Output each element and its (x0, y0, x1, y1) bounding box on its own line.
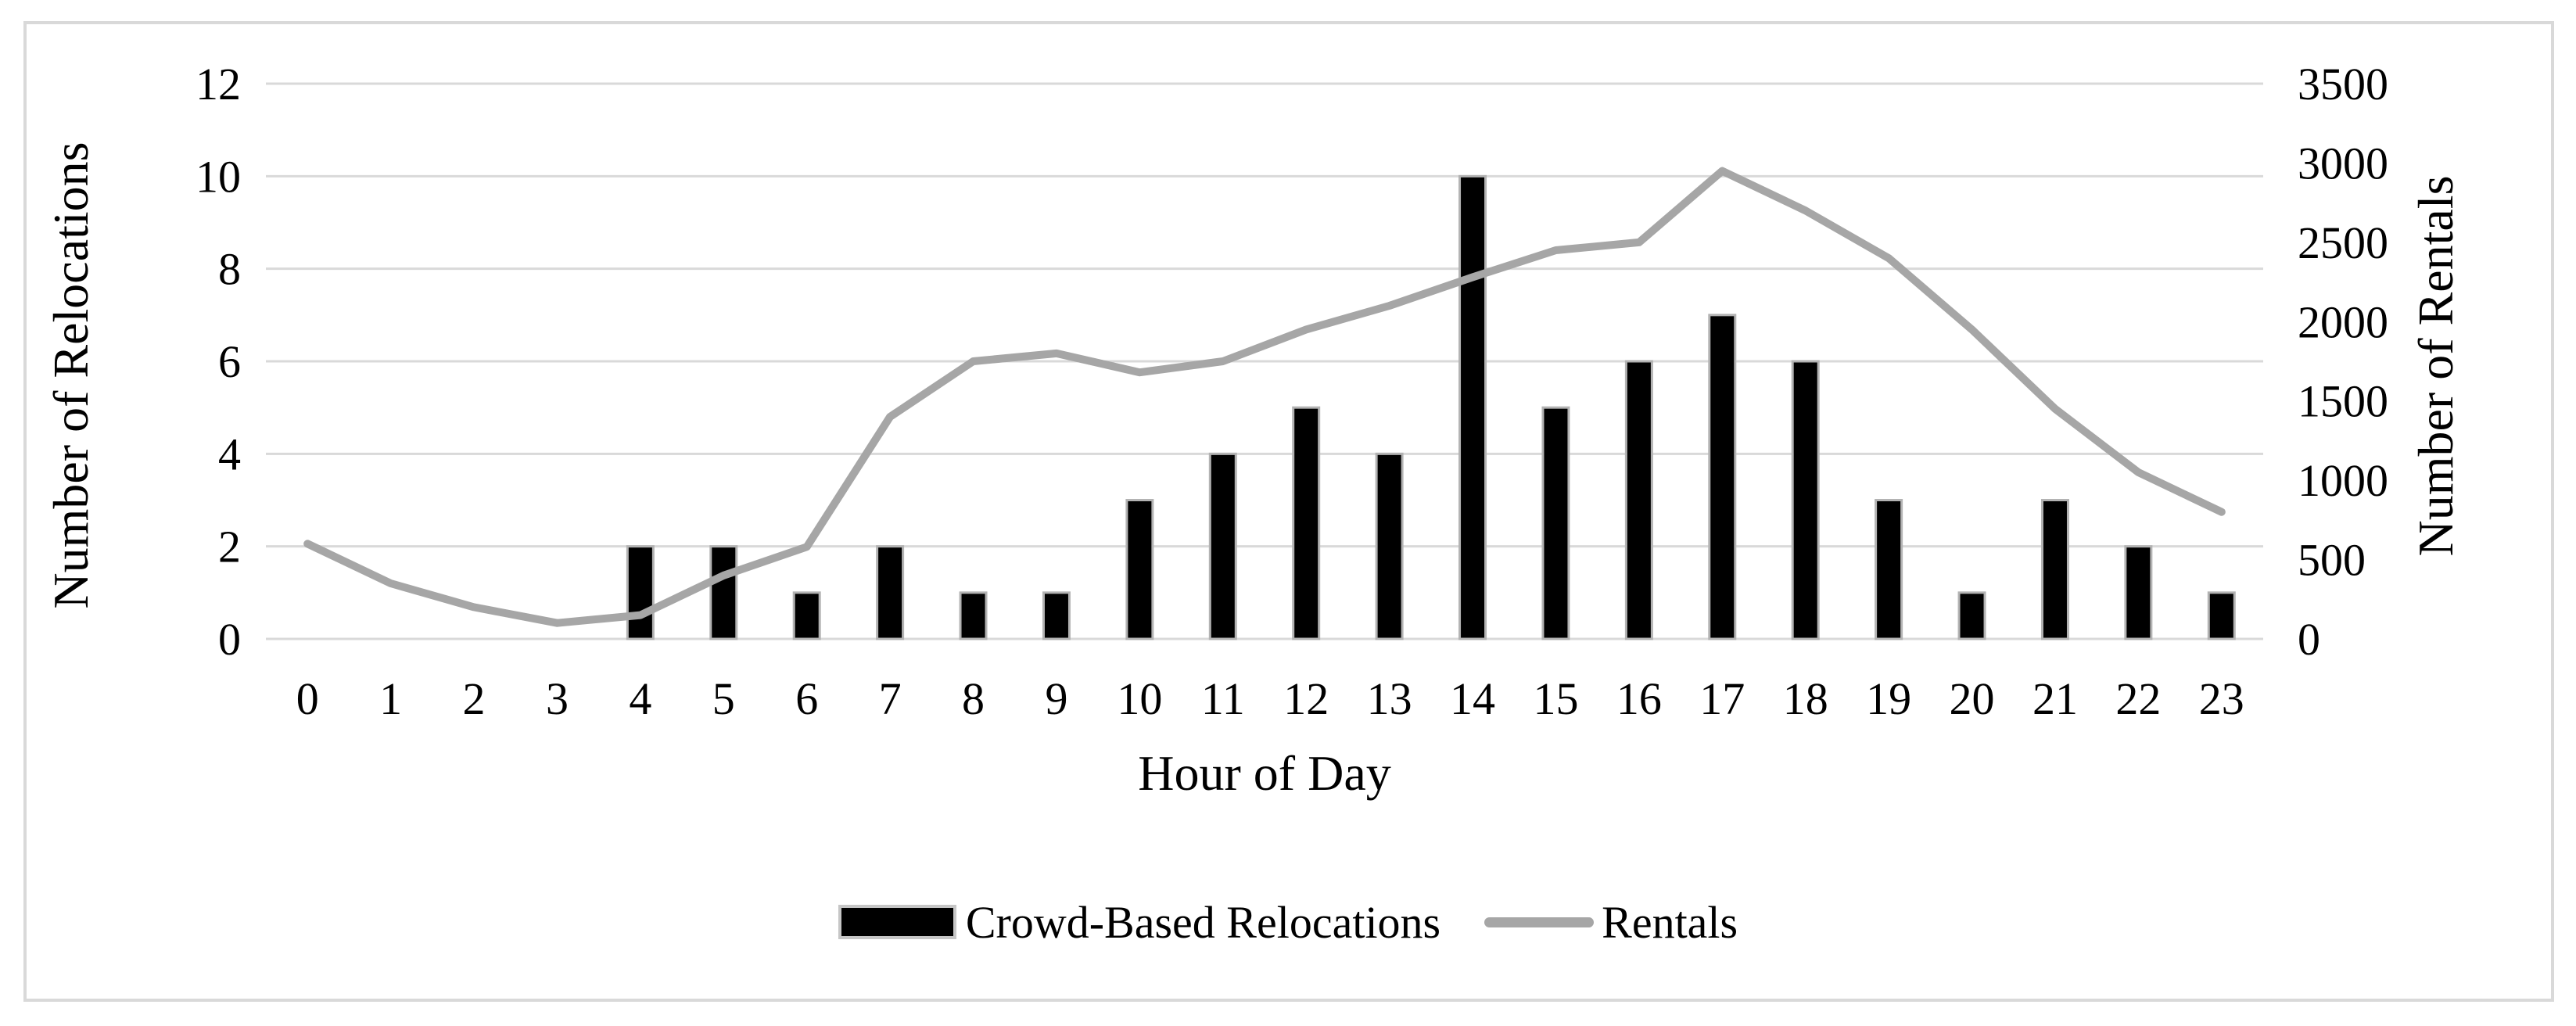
y-tick-label-right: 0 (2298, 614, 2320, 665)
y-tick-label-left: 2 (218, 522, 241, 572)
x-tick-label: 17 (1699, 673, 1745, 724)
bar (792, 591, 821, 640)
bar (626, 545, 655, 640)
x-tick-label: 1 (379, 673, 402, 724)
bar (1957, 591, 1986, 640)
legend: Crowd-Based Relocations Rentals (0, 887, 2576, 957)
legend-label-rentals: Rentals (1602, 896, 1738, 948)
bar (959, 591, 988, 640)
x-tick-label: 21 (2032, 673, 2078, 724)
x-tick-label: 23 (2199, 673, 2244, 724)
x-tick-label: 0 (296, 673, 319, 724)
y-tick-label-right: 2500 (2298, 217, 2388, 268)
x-tick-label: 6 (795, 673, 818, 724)
legend-label-relocations: Crowd-Based Relocations (965, 896, 1441, 948)
y-tick-label-left: 8 (218, 244, 241, 295)
bar (2207, 591, 2236, 640)
bar (1458, 174, 1487, 640)
x-tick-label: 5 (712, 673, 735, 724)
x-tick-label: 20 (1950, 673, 1995, 724)
x-axis-title: Hour of Day (1138, 745, 1390, 801)
rentals-line (303, 167, 2226, 627)
y-tick-label-right: 3500 (2298, 59, 2388, 109)
x-tick-label: 7 (879, 673, 902, 724)
bar (1125, 499, 1154, 640)
bar (1875, 499, 1903, 640)
y-axis-title-right: Number of Rentals (2408, 176, 2463, 557)
y-tick-label-left: 10 (196, 151, 241, 202)
bar (1708, 314, 1737, 640)
x-tick-label: 18 (1783, 673, 1828, 724)
y-axis-ticks-right: 0 500 1000 1500 2000 2500 3000 3500 (2298, 59, 2388, 665)
x-tick-label: 22 (2115, 673, 2161, 724)
x-tick-label: 10 (1117, 673, 1162, 724)
bar (1042, 591, 1071, 640)
x-tick-label: 9 (1045, 673, 1067, 724)
bar (876, 545, 905, 640)
figure-border (23, 21, 2554, 1002)
legend-item-rentals: Rentals (1484, 896, 1738, 949)
x-tick-label: 4 (629, 673, 651, 724)
y-tick-label-left: 0 (218, 614, 241, 665)
bar (1791, 360, 1820, 640)
y-tick-label-right: 3000 (2298, 138, 2388, 188)
y-axis-title-left: Number of Relocations (43, 142, 99, 608)
x-axis-ticks: 0 1 2 3 4 5 6 7 8 9 10 11 12 13 14 15 16 17 18 19 20 21 22 23 (296, 673, 2244, 724)
y-tick-label-left: 4 (218, 429, 241, 479)
line-swatch-icon (1484, 917, 1595, 927)
bar (2124, 545, 2153, 640)
line-series (303, 167, 2226, 627)
x-tick-label: 12 (1283, 673, 1329, 724)
bar (1292, 406, 1321, 640)
x-tick-label: 3 (546, 673, 569, 724)
y-tick-label-right: 1000 (2298, 455, 2388, 506)
bar (1208, 452, 1237, 640)
y-axis-ticks-left: 0 2 4 6 8 10 12 (196, 59, 241, 665)
y-tick-label-right: 500 (2298, 535, 2366, 586)
x-tick-label: 15 (1533, 673, 1578, 724)
bar (1541, 406, 1570, 640)
x-tick-label: 19 (1866, 673, 1911, 724)
bar (709, 545, 738, 640)
x-tick-label: 11 (1201, 673, 1245, 724)
y-tick-label-left: 12 (196, 59, 241, 109)
x-tick-label: 13 (1367, 673, 1412, 724)
x-tick-label: 16 (1616, 673, 1662, 724)
x-tick-label: 8 (962, 673, 985, 724)
y-tick-label-right: 1500 (2298, 376, 2388, 427)
legend-item-relocations: Crowd-Based Relocations (838, 896, 1440, 949)
bar (2040, 499, 2069, 640)
gridlines (266, 82, 2263, 640)
bar (1624, 360, 1653, 640)
bar-swatch-icon (838, 905, 956, 939)
bar (1375, 452, 1404, 640)
x-tick-label: 14 (1450, 673, 1495, 724)
x-tick-label: 2 (463, 673, 486, 724)
y-tick-label-left: 6 (218, 336, 241, 387)
bar-series (626, 174, 2236, 640)
y-tick-label-right: 2000 (2298, 296, 2388, 347)
